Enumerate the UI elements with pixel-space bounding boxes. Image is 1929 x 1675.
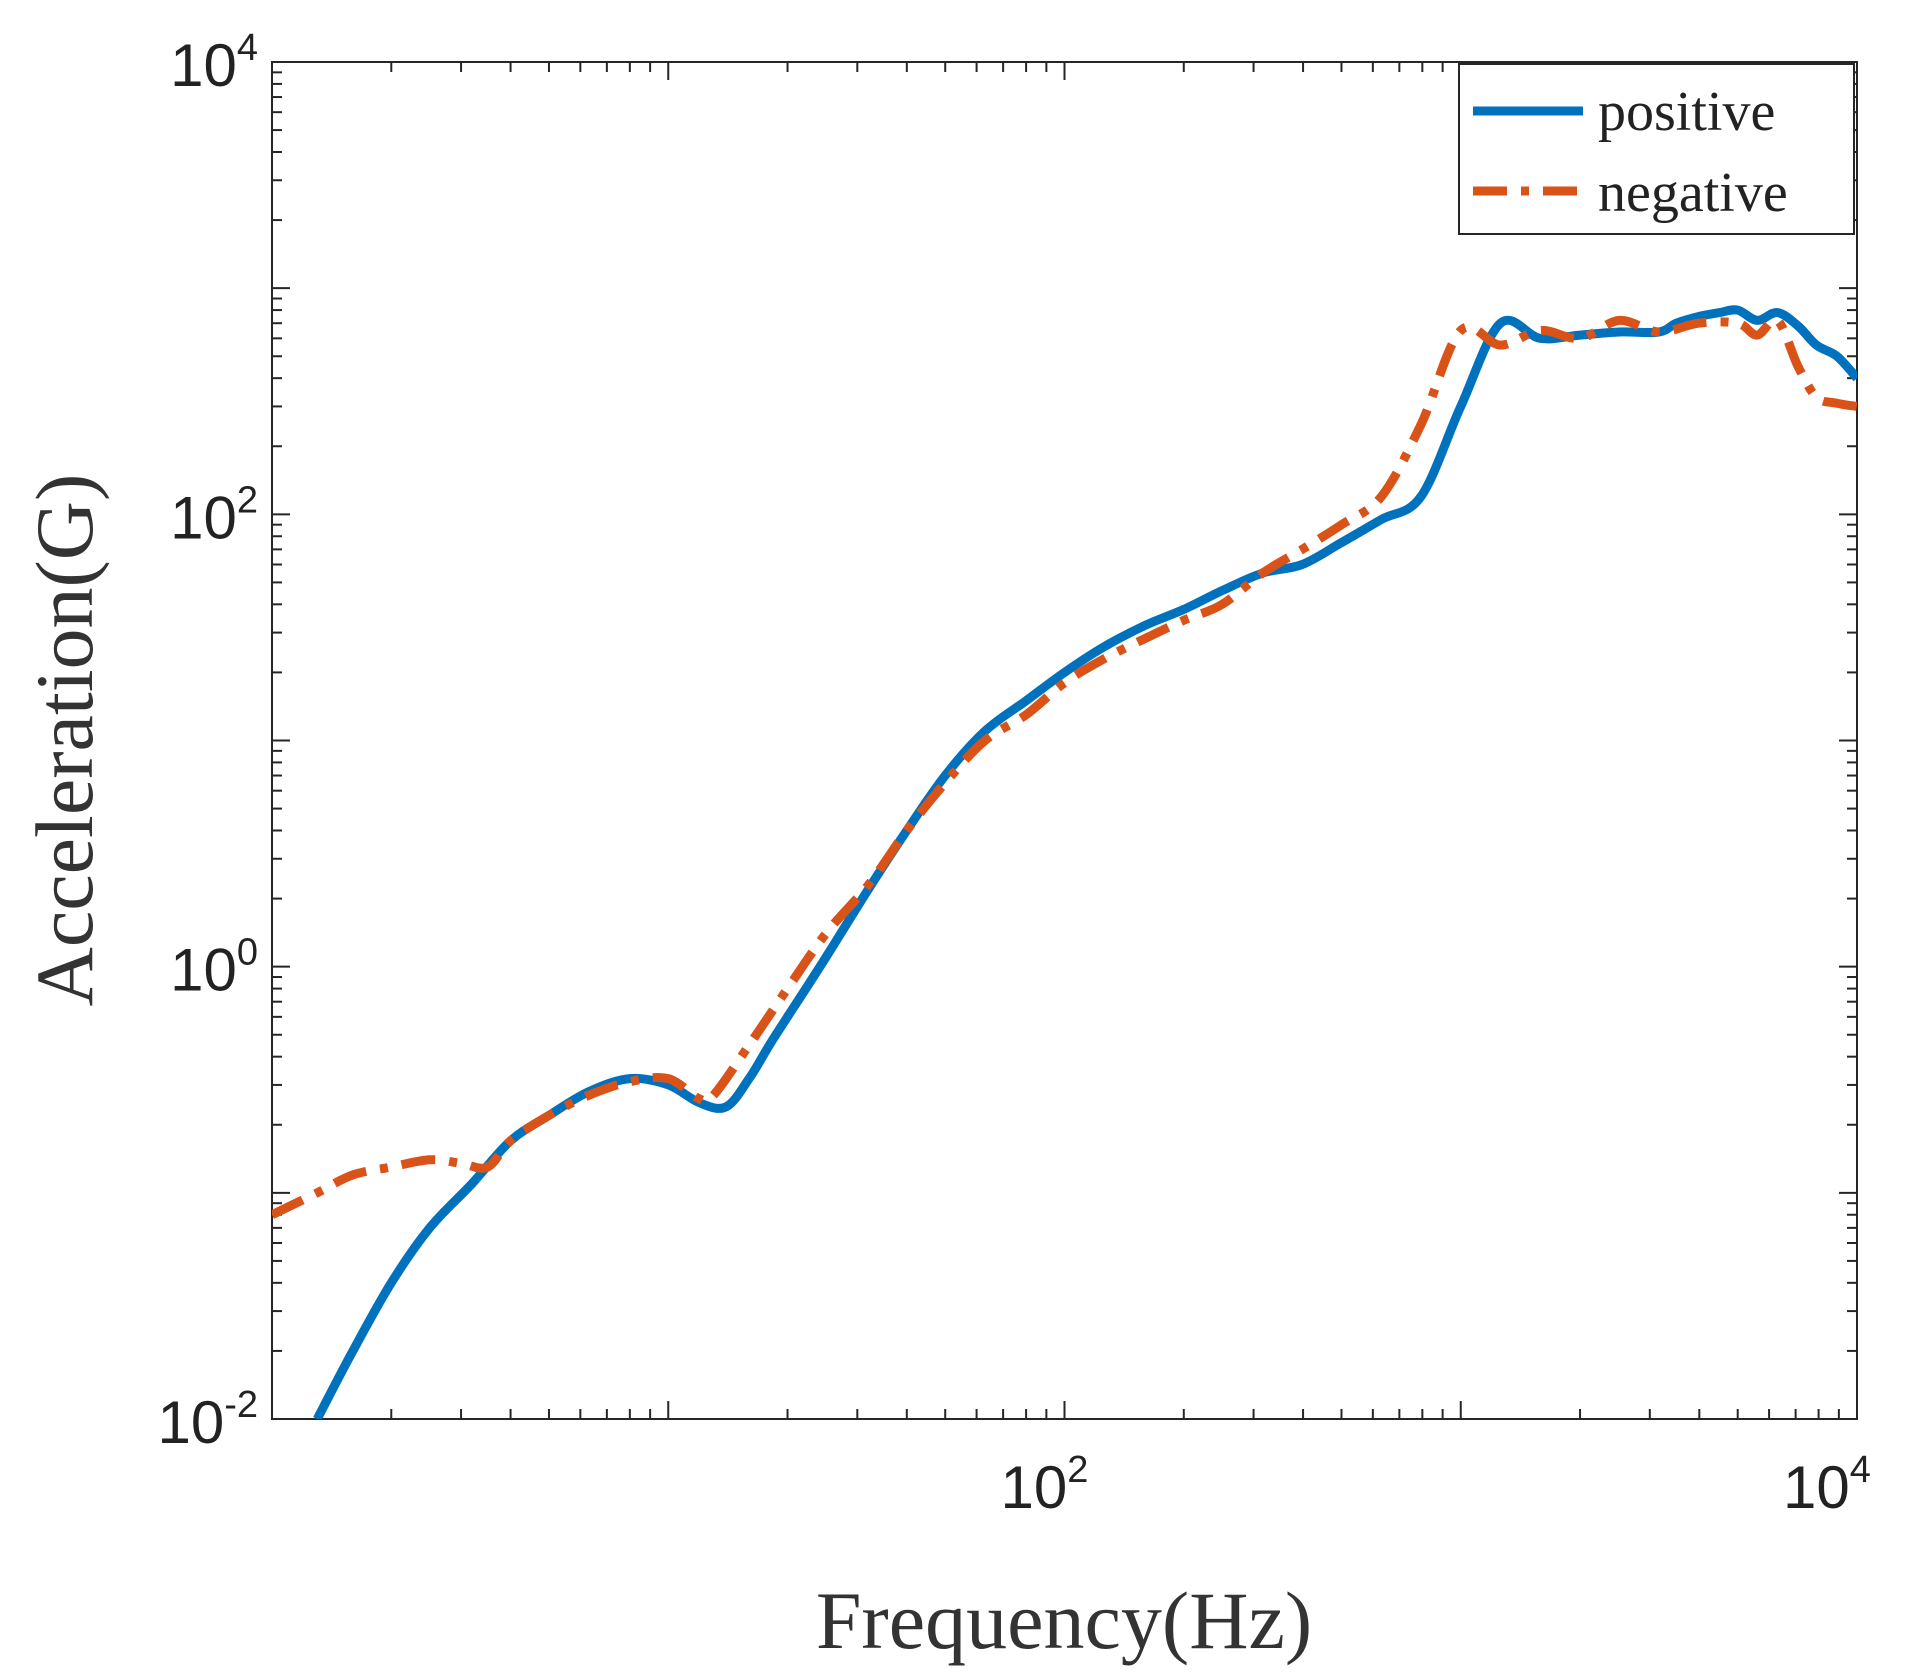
y-axis-title: Acceleration(G) <box>19 474 110 1007</box>
y-tick-label-exp: 4 <box>237 27 258 69</box>
y-tick-label-base: 10 <box>157 1389 224 1456</box>
x-tick-label-exp: 4 <box>1850 1449 1871 1491</box>
y-tick-label-exp: -2 <box>224 1384 258 1426</box>
x-tick-label-base: 10 <box>1001 1454 1068 1521</box>
legend-label-negative: negative <box>1598 162 1788 224</box>
minor-ticks <box>272 62 1857 1419</box>
y-tick-label-exp: 0 <box>237 932 258 974</box>
x-tick-label-exp: 2 <box>1067 1449 1088 1491</box>
plot-area <box>271 61 1858 1420</box>
major-ticks <box>271 61 1858 1420</box>
y-tick-label: 100 <box>170 932 258 1004</box>
y-tick-label-base: 10 <box>170 484 237 551</box>
y-tick-label-base: 10 <box>170 32 237 99</box>
x-tick-label: 102 <box>1001 1449 1089 1521</box>
series-line-negative <box>272 315 1857 1219</box>
y-tick-label: 104 <box>170 27 258 99</box>
y-tick-label-exp: 2 <box>237 479 258 521</box>
x-tick-label: 104 <box>1783 1449 1871 1521</box>
legend-box <box>1458 63 1855 235</box>
x-tick-label-base: 10 <box>1783 1454 1850 1521</box>
x-tick-labels: 102 104 <box>1001 1449 1871 1521</box>
y-tick-label-base: 10 <box>170 937 237 1004</box>
x-axis-title: Frequency(Hz) <box>816 1575 1312 1666</box>
legend-label-positive: positive <box>1598 81 1775 143</box>
series-layer <box>272 305 1857 1419</box>
legend: positive negative <box>1458 63 1855 235</box>
y-tick-label: 102 <box>170 479 258 551</box>
y-tick-label: 10-2 <box>157 1384 258 1456</box>
